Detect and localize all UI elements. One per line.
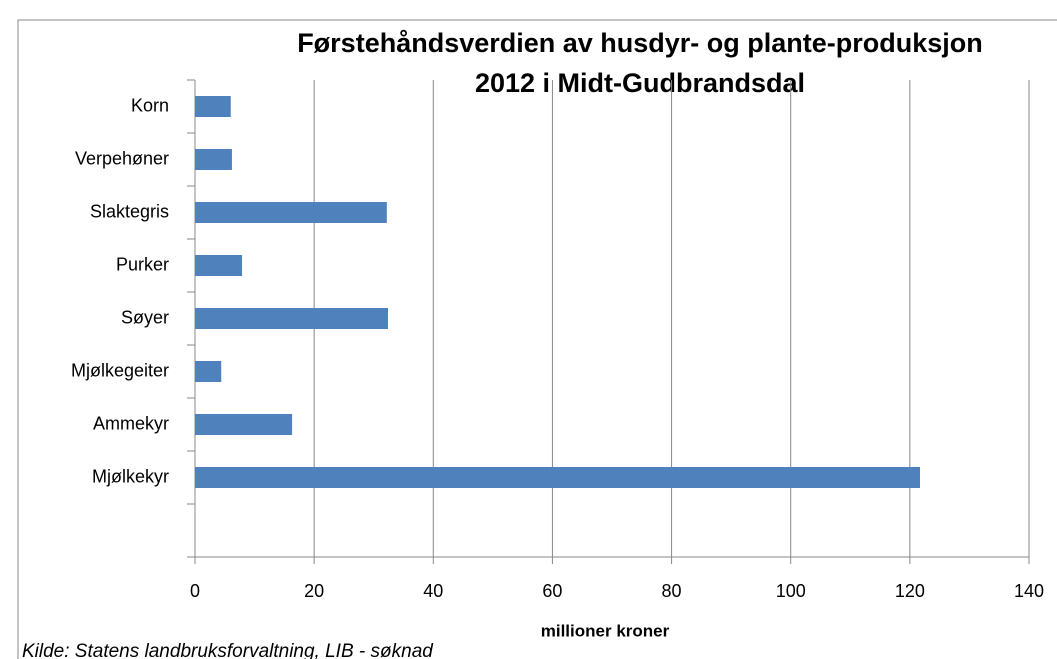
y-tick-label: Korn (131, 95, 169, 115)
chart-title: Førstehåndsverdien av husdyr- og plante-… (297, 28, 983, 58)
bar (195, 308, 389, 329)
bar (195, 202, 387, 223)
chart-border (17, 19, 1057, 659)
x-tick-label: 0 (190, 581, 200, 601)
source-note: Kilde: Statens landbruksforvaltning, LIB… (22, 641, 434, 659)
x-tick-label: 60 (542, 581, 562, 601)
y-tick-label: Purker (116, 254, 169, 274)
bar (195, 96, 231, 117)
x-tick-label: 140 (1014, 581, 1044, 601)
bar (195, 467, 920, 488)
y-tick-label: Mjølkekyr (92, 466, 169, 486)
bar (195, 149, 232, 170)
bar (195, 414, 293, 435)
x-tick-label: 100 (776, 581, 806, 601)
x-tick-label: 120 (895, 581, 925, 601)
bar (195, 361, 222, 382)
y-tick-label: Slaktegris (90, 201, 169, 221)
y-tick-label: Søyer (121, 307, 169, 327)
x-tick-label: 80 (662, 581, 682, 601)
bar (195, 255, 243, 276)
chart-title: 2012 i Midt-Gudbrandsdal (475, 68, 805, 98)
y-tick-label: Verpehøner (75, 148, 169, 168)
x-axis-label: millioner kroner (541, 621, 670, 640)
x-tick-label: 40 (423, 581, 443, 601)
y-tick-label: Mjølkegeiter (71, 360, 169, 380)
x-tick-label: 20 (304, 581, 324, 601)
y-tick-label: Ammekyr (93, 413, 169, 433)
